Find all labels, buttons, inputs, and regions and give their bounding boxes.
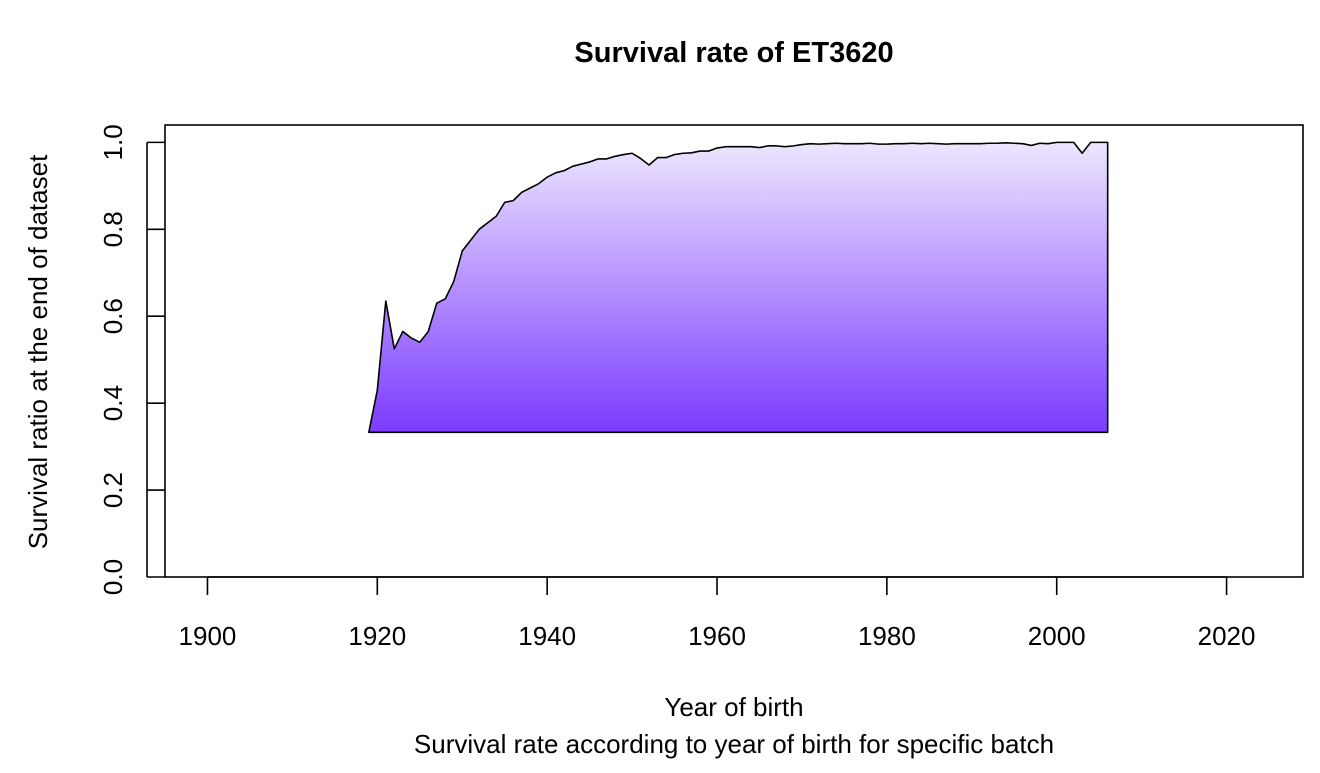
x-tick-label: 2000 <box>1028 621 1086 651</box>
x-tick-label: 1980 <box>858 621 916 651</box>
x-tick-label: 2020 <box>1198 621 1256 651</box>
y-axis-label: Survival ratio at the end of dataset <box>23 154 53 549</box>
survival-area <box>368 141 1109 434</box>
x-tick-label: 1960 <box>688 621 746 651</box>
area-series <box>368 141 1109 434</box>
y-tick-label: 0.4 <box>98 385 128 421</box>
x-tick-label: 1920 <box>348 621 406 651</box>
y-tick-label: 0.6 <box>98 298 128 334</box>
y-tick-label: 1.0 <box>98 124 128 160</box>
x-tick-label: 1900 <box>179 621 237 651</box>
x-axis: 1900 1920 1940 1960 1980 2000 2020 <box>179 576 1256 651</box>
y-tick-label: 0.0 <box>98 559 128 595</box>
chart-subtitle: Survival rate according to year of birth… <box>414 729 1054 759</box>
chart-title: Survival rate of ET3620 <box>574 37 893 69</box>
x-tick-label: 1940 <box>518 621 576 651</box>
y-tick-label: 0.2 <box>98 472 128 508</box>
y-axis: 0.0 0.2 0.4 0.6 0.8 1.0 <box>98 124 165 595</box>
x-axis-label: Year of birth <box>664 692 803 722</box>
y-tick-label: 0.8 <box>98 211 128 247</box>
